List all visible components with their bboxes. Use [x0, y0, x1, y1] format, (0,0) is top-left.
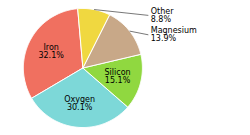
svg-text:Magnesium13.9%: Magnesium13.9% — [151, 26, 197, 43]
svg-text:Other8.8%: Other8.8% — [151, 7, 174, 24]
svg-text:Oxygen30.1%: Oxygen30.1% — [64, 95, 95, 112]
svg-text:Silicon15.1%: Silicon15.1% — [104, 68, 130, 85]
svg-text:Iron32.1%: Iron32.1% — [38, 43, 64, 60]
